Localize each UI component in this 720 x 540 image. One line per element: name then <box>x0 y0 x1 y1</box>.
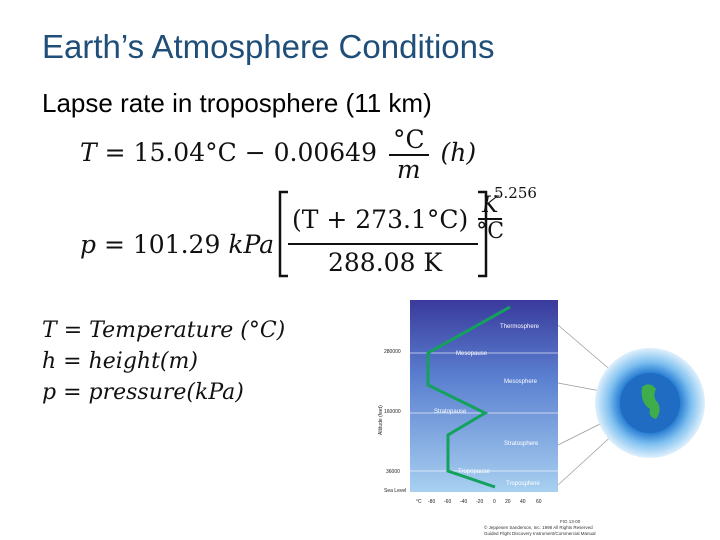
x-tick-label: °C <box>416 499 422 505</box>
continents <box>641 384 660 419</box>
x-tick-label: -20 <box>476 499 483 505</box>
atmosphere-figure: Thermosphere Mesopause Mesosphere Strato… <box>360 295 720 540</box>
eq1-equals: = <box>104 138 126 167</box>
eq1-frac-num: °C <box>388 126 429 156</box>
eq2-unit: kPa <box>228 230 275 259</box>
eq2-inner-frac-den: °C <box>476 219 505 245</box>
def-text: = height(m) <box>63 349 198 374</box>
layer-label: Stratopause <box>434 409 467 415</box>
temperature-equation: T = 15.04°C − 0.00649 °C m (h) <box>80 126 476 183</box>
layer-label: Mesosphere <box>504 379 538 385</box>
def-symbol: h <box>42 349 57 374</box>
figure-credit-line: © Jeppesen Sanderson, Inc. 1998 All Righ… <box>484 524 593 530</box>
x-tick-label: -60 <box>444 499 451 505</box>
x-tick-label: 60 <box>536 499 542 505</box>
eq1-lhs: T <box>80 138 97 167</box>
x-tick-label: 0 <box>493 499 496 505</box>
eq2-exponent: 5.256 <box>494 184 537 202</box>
eq2-equals: = <box>103 230 125 259</box>
y-tick-label: 160000 <box>384 409 401 415</box>
definition-height: h = height(m) <box>42 349 285 374</box>
temperature-profile-curve <box>426 305 511 489</box>
eq2-inner-fraction: K °C <box>472 193 508 245</box>
atmosphere-panel <box>410 300 558 492</box>
y-tick-label: 280000 <box>384 349 401 355</box>
eq1-var: (h) <box>440 138 477 167</box>
eq1-coef: 0.00649 <box>273 138 377 167</box>
y-axis-title: Altitude (feet) <box>378 405 384 435</box>
y-tick-label: Sea Level <box>384 488 406 494</box>
eq2-inner-left: (T + 273.1°C) <box>292 204 469 234</box>
def-text: = pressure(kPa) <box>63 380 244 405</box>
eq2-inner-frac-num: K <box>477 193 503 221</box>
definition-pressure: p = pressure(kPa) <box>42 380 285 405</box>
eq1-const: 15.04°C <box>133 138 237 167</box>
slide-title: Earth’s Atmosphere Conditions <box>42 28 495 65</box>
right-bracket <box>478 190 488 278</box>
variable-definitions: T = Temperature (°C) h = height(m) p = p… <box>42 318 285 411</box>
layer-label: Troposphere <box>506 481 540 487</box>
left-bracket <box>278 190 288 278</box>
slide-subtitle: Lapse rate in troposphere (11 km) <box>42 88 432 118</box>
x-tick-label: -80 <box>428 499 435 505</box>
def-symbol: T <box>42 318 57 343</box>
eq1-minus: − <box>244 138 266 167</box>
layer-label: Tropopause <box>458 469 490 475</box>
y-tick-label: 36000 <box>386 469 400 475</box>
layer-label: Thermosphere <box>500 324 540 330</box>
eq1-frac-den: m <box>396 154 421 184</box>
eq2-brackets <box>278 190 488 278</box>
eq2-const: 101.29 <box>132 230 221 259</box>
def-text: = Temperature (°C) <box>63 318 286 343</box>
figure-credit-line: FIG 13-00 <box>560 519 581 524</box>
x-tick-label: 20 <box>505 499 511 505</box>
x-tick-label: -40 <box>460 499 467 505</box>
figure-credit-line: Guided Flight Discovery Instrument/Comme… <box>484 531 596 536</box>
layer-label: Mesopause <box>456 351 488 357</box>
eq2-lhs: p <box>80 230 97 259</box>
eq1-fraction: °C m <box>388 126 429 184</box>
x-tick-label: 40 <box>520 499 526 505</box>
eq2-denominator: 288.08 K <box>328 248 443 277</box>
definition-temperature: T = Temperature (°C) <box>42 318 285 343</box>
layer-label: Stratosphere <box>504 441 539 447</box>
def-symbol: p <box>42 380 57 405</box>
